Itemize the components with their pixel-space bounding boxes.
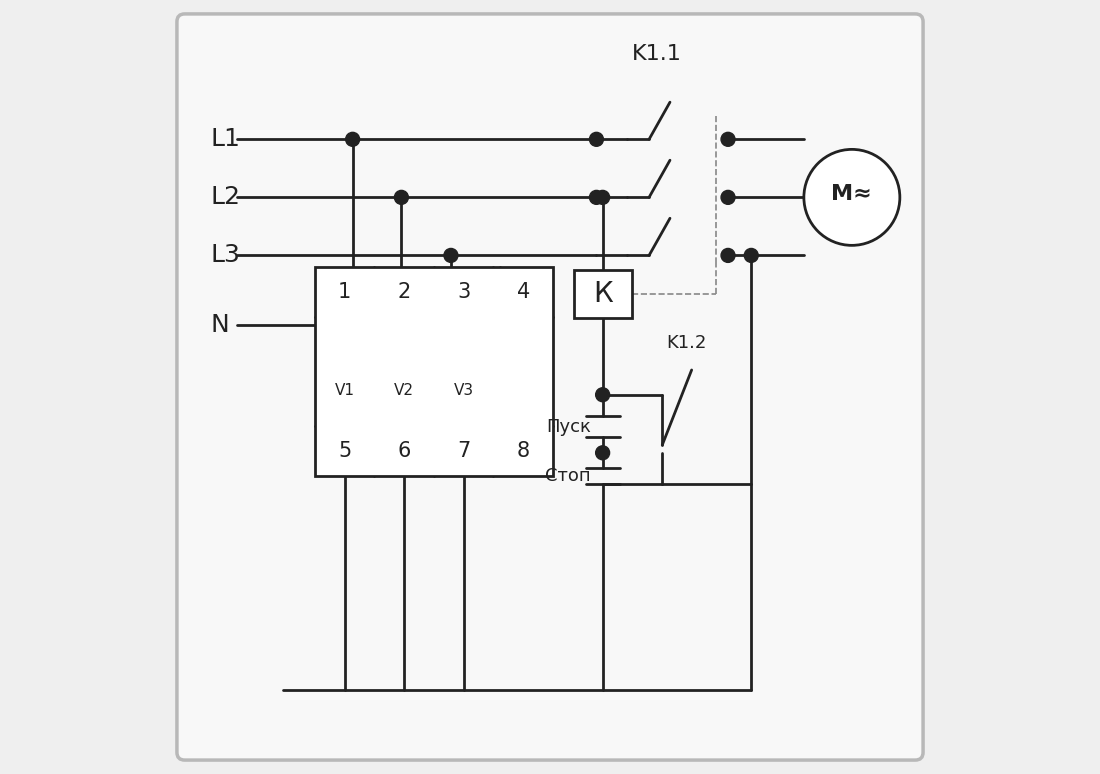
Circle shape bbox=[395, 190, 408, 204]
Text: M≈: M≈ bbox=[832, 183, 872, 204]
Text: V2: V2 bbox=[394, 383, 414, 399]
Circle shape bbox=[590, 132, 604, 146]
Text: V3: V3 bbox=[453, 383, 474, 399]
Text: K1.1: K1.1 bbox=[631, 44, 682, 64]
Circle shape bbox=[722, 132, 735, 146]
Circle shape bbox=[596, 190, 609, 204]
Circle shape bbox=[722, 190, 735, 204]
Text: 7: 7 bbox=[458, 441, 471, 461]
Text: K1.2: K1.2 bbox=[667, 334, 706, 352]
Circle shape bbox=[745, 248, 758, 262]
Text: 6: 6 bbox=[397, 441, 410, 461]
Text: V1: V1 bbox=[334, 383, 354, 399]
Text: 5: 5 bbox=[338, 441, 351, 461]
Text: Пуск: Пуск bbox=[546, 418, 591, 436]
Circle shape bbox=[345, 132, 360, 146]
Text: L3: L3 bbox=[211, 243, 241, 268]
Circle shape bbox=[596, 388, 609, 402]
Text: К: К bbox=[593, 280, 613, 308]
Circle shape bbox=[722, 248, 735, 262]
Bar bbox=[573, 270, 631, 318]
Text: 4: 4 bbox=[517, 283, 530, 302]
Circle shape bbox=[804, 149, 900, 245]
Bar bbox=[315, 267, 553, 476]
Circle shape bbox=[444, 248, 458, 262]
Text: L1: L1 bbox=[211, 127, 241, 152]
Text: 1: 1 bbox=[338, 283, 351, 302]
Text: N: N bbox=[211, 313, 230, 337]
Circle shape bbox=[596, 446, 609, 460]
Text: 8: 8 bbox=[517, 441, 530, 461]
Text: 2: 2 bbox=[397, 283, 410, 302]
FancyBboxPatch shape bbox=[177, 14, 923, 760]
Circle shape bbox=[590, 190, 604, 204]
Text: Стоп: Стоп bbox=[546, 467, 591, 485]
Text: L2: L2 bbox=[211, 185, 241, 210]
Text: 3: 3 bbox=[458, 283, 471, 302]
